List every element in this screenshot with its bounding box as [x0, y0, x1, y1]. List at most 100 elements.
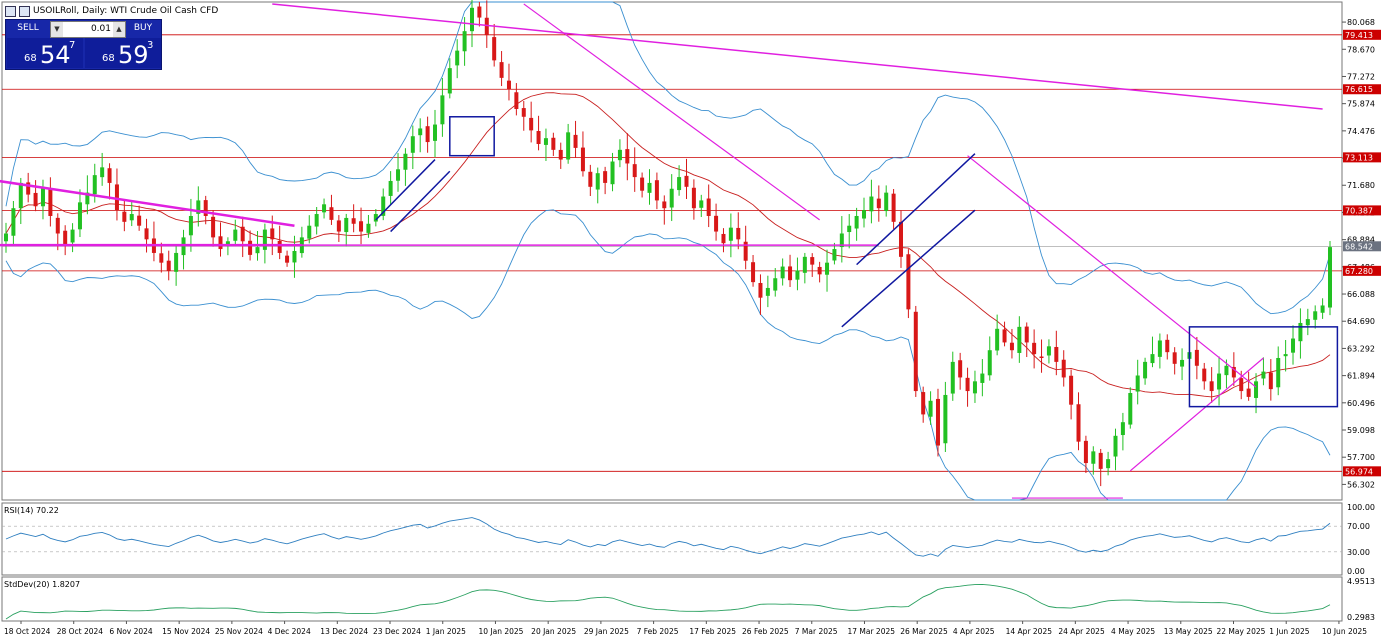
candle-body — [1276, 357, 1281, 388]
rsi-tick-label: 100.00 — [1347, 503, 1375, 512]
candle-body — [218, 236, 223, 250]
candle-body — [144, 228, 149, 240]
buy-price-quote[interactable]: 68 59 3 — [85, 38, 161, 68]
x-tick-label: 10 Jan 2025 — [478, 627, 523, 636]
x-tick-label: 28 Oct 2024 — [57, 627, 104, 636]
candle-body — [499, 62, 504, 78]
trendline-may — [1129, 357, 1264, 472]
lot-decrease-icon[interactable]: ▼ — [51, 22, 63, 37]
x-tick-label: 23 Dec 2024 — [373, 627, 421, 636]
candle-body — [603, 171, 608, 183]
rsi-tick-label: 30.00 — [1347, 548, 1370, 557]
stddev-tick-label: 4.9513 — [1347, 577, 1375, 586]
y-tick-label: 57.700 — [1347, 453, 1375, 462]
candle-body — [876, 198, 881, 209]
candle-body — [425, 126, 430, 143]
lot-size-field[interactable]: ▼ 0.01 ▲ — [50, 21, 126, 38]
candle-body — [1061, 359, 1066, 378]
candle-body — [928, 400, 933, 417]
candle-body — [580, 147, 585, 172]
candle-body — [839, 233, 844, 248]
x-tick-label: 15 Nov 2024 — [162, 627, 210, 636]
candle-body — [743, 241, 748, 261]
candle-body — [462, 31, 467, 52]
trendline-long-term — [272, 3, 1323, 110]
candle-body — [1239, 378, 1244, 392]
candle-body — [196, 200, 201, 214]
candle-body — [166, 260, 171, 271]
x-tick-label: 13 Dec 2024 — [320, 627, 368, 636]
candle-body — [699, 200, 704, 208]
candle-body — [573, 134, 578, 148]
candle-body — [1039, 356, 1044, 358]
rsi-tick-label: 0.00 — [1347, 567, 1365, 576]
rsi-line — [5, 517, 1331, 557]
buy-button[interactable]: BUY — [133, 23, 153, 33]
x-tick-label: 4 Dec 2024 — [268, 627, 311, 636]
y-tick-label: 59.098 — [1347, 426, 1375, 435]
candle-body — [1202, 368, 1207, 382]
y-tick-label: 56.302 — [1347, 480, 1375, 489]
trendline-mar-apr — [967, 155, 1257, 388]
candle-body — [1172, 352, 1177, 364]
candle-body — [440, 95, 445, 125]
candle-body — [174, 252, 179, 272]
candle-body — [617, 149, 622, 161]
stddev-tick-label: 0.2983 — [1347, 613, 1375, 622]
candle-body — [891, 193, 896, 222]
sell-button[interactable]: SELL — [17, 23, 39, 33]
candle-body — [521, 108, 526, 117]
candle-body — [1209, 381, 1214, 392]
candle-body — [329, 207, 334, 220]
candle-body — [1009, 342, 1014, 351]
candle-body — [277, 240, 282, 253]
candle-body — [832, 249, 837, 261]
candle-body — [129, 214, 134, 221]
candle-body — [240, 226, 245, 242]
candle-body — [728, 227, 733, 241]
candle-body — [262, 229, 267, 250]
candle-body — [1076, 404, 1081, 442]
candle-body — [388, 180, 393, 196]
candle-body — [40, 186, 45, 207]
candle-body — [817, 266, 822, 275]
moving-average-line — [5, 92, 1331, 398]
candle-body — [758, 282, 763, 298]
price-level-label: 56.974 — [1345, 467, 1373, 476]
candle-body — [1113, 435, 1118, 457]
x-tick-label: 26 Mar 2025 — [900, 627, 948, 636]
candle-body — [514, 92, 519, 109]
lot-size-value[interactable]: 0.01 — [90, 24, 111, 34]
candle-body — [307, 225, 312, 239]
price-level-label: 76.615 — [1345, 85, 1373, 94]
candle-body — [640, 177, 645, 191]
candle-body — [935, 398, 940, 446]
candle-body — [854, 215, 859, 229]
candle-body — [1246, 388, 1251, 397]
candle-body — [203, 200, 208, 216]
candle-body — [913, 311, 918, 392]
candle-body — [100, 167, 105, 178]
candle-body — [1083, 440, 1088, 464]
price-level-tag — [1343, 205, 1381, 216]
chart-menu-icon[interactable] — [5, 5, 16, 17]
bollinger-upper-line — [5, 1, 1331, 315]
candle-body — [1291, 338, 1296, 353]
x-tick-label: 24 Apr 2025 — [1058, 627, 1105, 636]
candle-body — [529, 117, 534, 131]
candle-body — [26, 182, 31, 195]
candle-body — [1150, 354, 1155, 364]
candle-body — [802, 256, 807, 273]
sell-price-quote[interactable]: 68 54 7 — [7, 38, 83, 68]
candle-body — [773, 278, 778, 291]
y-tick-label: 78.670 — [1347, 45, 1375, 54]
candle-body — [351, 218, 356, 224]
x-tick-label: 13 May 2025 — [1164, 627, 1213, 636]
lot-increase-icon[interactable]: ▲ — [113, 22, 125, 37]
candle-body — [721, 233, 726, 244]
price-level-tag — [1343, 29, 1381, 40]
candle-body — [1046, 346, 1051, 356]
y-tick-label: 66.088 — [1347, 290, 1375, 299]
y-tick-label: 80.068 — [1347, 18, 1375, 27]
